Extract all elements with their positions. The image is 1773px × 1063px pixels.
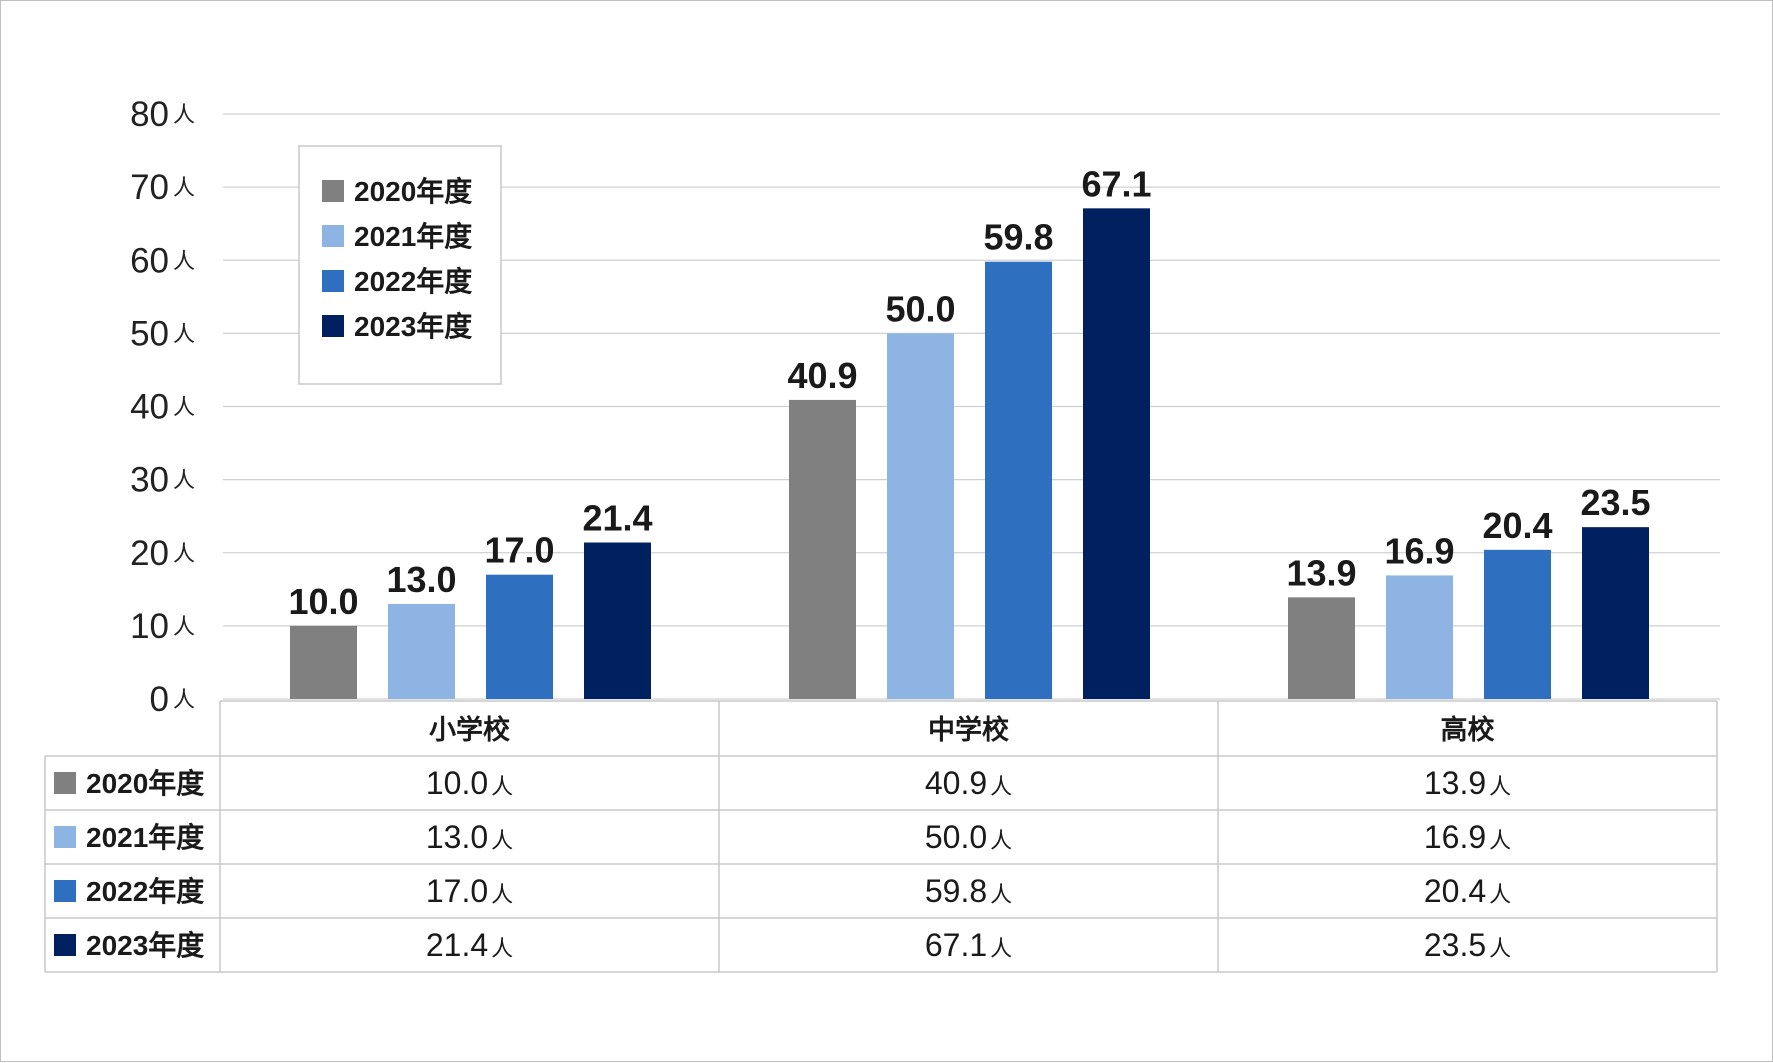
table-cell: 23.5 人 xyxy=(1424,927,1511,963)
data-label: 21.4 xyxy=(582,498,652,539)
bar xyxy=(1582,527,1649,699)
table-row-label: 2021年度 xyxy=(86,821,204,853)
y-tick-label: 70 xyxy=(130,168,169,207)
bar xyxy=(584,542,651,699)
bar xyxy=(1386,575,1453,699)
y-tick-unit: 人 xyxy=(173,321,195,346)
y-tick-label: 0 xyxy=(150,680,169,719)
y-tick-label: 40 xyxy=(130,388,169,427)
table-cell: 67.1 人 xyxy=(925,927,1012,963)
legend-label: 2020年度 xyxy=(354,175,472,207)
y-tick-label: 20 xyxy=(130,534,169,573)
y-tick-label: 10 xyxy=(130,607,169,646)
legend-swatch xyxy=(322,270,344,292)
bar xyxy=(887,333,954,699)
table-row-label: 2023年度 xyxy=(86,929,204,961)
bar xyxy=(486,574,553,699)
table-cell: 10.0 人 xyxy=(426,765,513,801)
y-tick-label: 80 xyxy=(130,95,169,134)
data-label: 40.9 xyxy=(787,355,857,396)
table-cell: 21.4 人 xyxy=(426,927,513,963)
table-swatch xyxy=(54,934,76,956)
bar xyxy=(1288,597,1355,699)
bar xyxy=(1083,208,1150,700)
x-category-label: 高校 xyxy=(1441,714,1495,745)
bar xyxy=(290,625,357,699)
bar xyxy=(1484,549,1551,699)
data-label: 13.9 xyxy=(1286,552,1356,593)
y-tick-label: 60 xyxy=(130,241,169,280)
table-swatch xyxy=(54,772,76,794)
legend-swatch xyxy=(322,180,344,202)
table-cell: 16.9 人 xyxy=(1424,819,1511,855)
table-row-label: 2022年度 xyxy=(86,875,204,907)
y-tick-unit: 人 xyxy=(173,687,195,712)
y-tick-unit: 人 xyxy=(173,102,195,127)
y-tick-label: 50 xyxy=(130,314,169,353)
x-category-label: 小学校 xyxy=(429,714,510,745)
x-category-label: 中学校 xyxy=(928,714,1009,745)
legend-label: 2021年度 xyxy=(354,220,472,252)
table-cell: 17.0 人 xyxy=(426,873,513,909)
y-tick-unit: 人 xyxy=(173,468,195,493)
bar xyxy=(985,261,1052,699)
data-label: 17.0 xyxy=(484,530,554,571)
data-label: 23.5 xyxy=(1580,482,1650,523)
y-tick-unit: 人 xyxy=(173,541,195,566)
table-row-label: 2020年度 xyxy=(86,767,204,799)
legend-swatch xyxy=(322,225,344,247)
y-tick-unit: 人 xyxy=(173,248,195,273)
y-tick-unit: 人 xyxy=(173,175,195,200)
data-label: 67.1 xyxy=(1081,163,1151,204)
table-swatch xyxy=(54,826,76,848)
table-cell: 13.0 人 xyxy=(426,819,513,855)
y-tick-unit: 人 xyxy=(173,614,195,639)
data-label: 20.4 xyxy=(1482,505,1552,546)
bar xyxy=(388,603,455,699)
data-label: 16.9 xyxy=(1384,530,1454,571)
table-cell: 50.0 人 xyxy=(925,819,1012,855)
data-label: 59.8 xyxy=(983,217,1053,258)
table-swatch xyxy=(54,880,76,902)
legend-swatch xyxy=(322,315,344,337)
bar xyxy=(789,399,856,699)
table-cell: 59.8 人 xyxy=(925,873,1012,909)
legend-label: 2023年度 xyxy=(354,310,472,342)
table-cell: 40.9 人 xyxy=(925,765,1012,801)
y-tick-label: 30 xyxy=(130,461,169,500)
y-tick-unit: 人 xyxy=(173,395,195,420)
data-label: 50.0 xyxy=(885,288,955,329)
data-label: 13.0 xyxy=(386,559,456,600)
legend-label: 2022年度 xyxy=(354,265,472,297)
table-cell: 20.4 人 xyxy=(1424,873,1511,909)
table-cell: 13.9 人 xyxy=(1424,765,1511,801)
data-label: 10.0 xyxy=(288,581,358,622)
